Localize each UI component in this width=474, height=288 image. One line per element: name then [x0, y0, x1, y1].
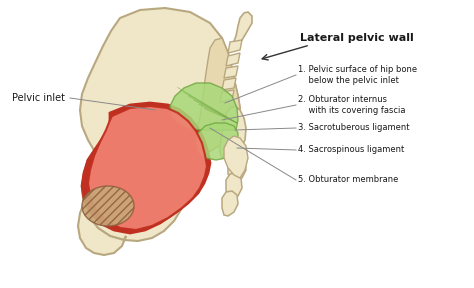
Polygon shape	[170, 83, 238, 130]
Polygon shape	[220, 90, 234, 102]
Polygon shape	[177, 38, 240, 155]
Text: 3. Sacrotuberous ligament: 3. Sacrotuberous ligament	[298, 124, 410, 132]
Polygon shape	[222, 78, 236, 90]
Polygon shape	[196, 123, 238, 160]
Polygon shape	[88, 106, 207, 230]
Text: 4. Sacrospinous ligament: 4. Sacrospinous ligament	[298, 145, 404, 154]
Polygon shape	[222, 191, 238, 216]
Polygon shape	[228, 40, 242, 53]
Polygon shape	[82, 103, 210, 233]
Text: Pelvic inlet: Pelvic inlet	[12, 93, 65, 103]
Polygon shape	[82, 125, 193, 241]
Text: 2. Obturator internus
    with its covering fascia: 2. Obturator internus with its covering …	[298, 95, 405, 115]
Polygon shape	[228, 152, 246, 183]
Polygon shape	[228, 12, 252, 53]
Polygon shape	[224, 66, 238, 78]
Polygon shape	[226, 173, 242, 200]
Polygon shape	[220, 106, 246, 158]
Text: Lateral pelvic wall: Lateral pelvic wall	[300, 33, 414, 43]
Polygon shape	[80, 8, 240, 208]
Ellipse shape	[82, 186, 134, 226]
Polygon shape	[183, 136, 198, 155]
Polygon shape	[78, 203, 126, 255]
Polygon shape	[226, 53, 240, 66]
Polygon shape	[224, 136, 248, 178]
Text: 5. Obturator membrane: 5. Obturator membrane	[298, 175, 398, 185]
Text: 1. Pelvic surface of hip bone
    below the pelvic inlet: 1. Pelvic surface of hip bone below the …	[298, 65, 417, 85]
